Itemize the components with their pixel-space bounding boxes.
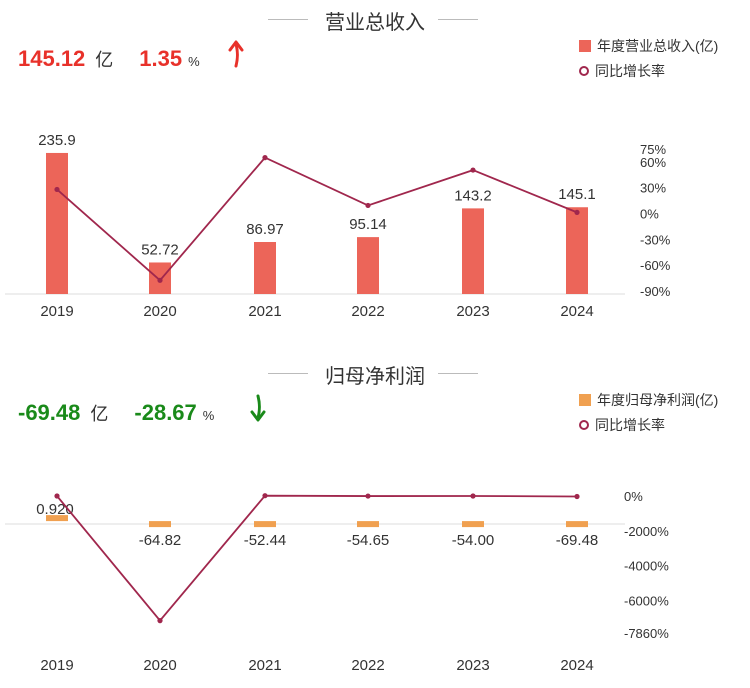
chart2-kpi-pct-sign: % [202,408,215,423]
chart1-right-tick: 75% [640,142,666,157]
chart2-x-tick: 2021 [248,657,281,674]
chart1-x-tick: 2020 [143,303,176,320]
chart2-title: 归母净利润 [325,366,425,388]
chart2-kpi-unit: 亿 [90,404,109,424]
chart1-growth-line [56,156,578,282]
chart1-bar [254,241,276,294]
chart2-growth-point [262,493,268,499]
up-arrow-icon [228,40,244,68]
chart2-growth-point [54,493,60,499]
chart2-growth-line [56,494,578,623]
chart1-right-tick: 60% [640,155,666,170]
chart2-legend-line[interactable]: 同比增长率 [579,415,665,435]
chart1-title-line-right [438,19,478,20]
chart1-growth-point [470,167,476,173]
chart1-kpi-pct-sign: % [188,54,200,69]
chart2-bar-label: -54.65 [347,532,390,549]
chart2-kpi: -69.48 亿 -28.67 % [18,400,214,426]
chart1-growth-point [574,209,580,215]
chart2-right-tick: -6000% [624,594,669,609]
chart1-kpi: 145.12 亿 1.35 % [18,46,200,72]
chart2-right-tick: -2000% [624,524,669,539]
chart1-x-tick: 2023 [456,303,489,320]
chart1-x-tick: 2019 [40,303,73,320]
chart2-bar-label: -64.82 [139,532,182,549]
chart1-bar [46,152,68,294]
chart1-x-tick: 2024 [560,303,593,320]
chart1-legend-bar[interactable]: 年度营业总收入(亿) [579,36,718,56]
chart2-bar [254,521,276,528]
chart2-growth-point [470,493,476,499]
chart2-right-tick: 0% [624,489,643,504]
chart1-growth-point [365,202,371,209]
chart2-x-tick: 2020 [143,657,176,674]
chart2-title-line-right [438,373,478,374]
chart1-kpi-pct: 1.35 [139,46,183,71]
chart1-x-tick: 2022 [351,303,384,320]
chart1-bar-label: 143.2 [454,187,492,204]
chart2-legend-bar[interactable]: 年度归母净利润(亿) [579,390,718,410]
chart2-legend-bar-label: 年度归母净利润(亿) [597,392,719,408]
chart2-bar [566,521,588,528]
chart1-right-tick: -30% [640,232,671,247]
chart2-bar [462,521,484,528]
chart2-bar [46,515,68,522]
chart2-growth-point [365,493,371,499]
legend-bar-swatch [579,394,591,406]
chart1-bar-label: 235.9 [38,132,76,149]
legend-bar-swatch [579,40,591,52]
chart1-growth-point [262,155,268,161]
chart1-bar-label: 52.72 [141,241,179,258]
chart2-x-tick: 2024 [560,657,593,674]
chart1-bar [357,237,379,294]
chart1-growth-point [157,277,163,283]
chart1-growth-point [54,186,60,193]
chart1-right-tick: -90% [640,284,671,299]
chart2-x-tick: 2022 [351,657,384,674]
chart2-bar [149,521,171,528]
chart1-legend-line[interactable]: 同比增长率 [579,61,665,81]
chart1-kpi-unit: 亿 [95,50,114,70]
chart2-legend-line-label: 同比增长率 [595,417,665,433]
legend-line-marker [579,66,589,76]
chart1-x-tick: 2021 [248,303,281,320]
chart2-bar-label: -69.48 [556,532,599,549]
chart1-right-tick: 0% [640,207,659,222]
chart2-kpi-pct: -28.67 [134,400,197,425]
chart2-kpi-value: -69.48 [18,400,81,425]
chart2-bar-label: -54.00 [452,532,495,549]
chart1-plot: 235.9 52.72 86.97 95.14 143.2 145.1 75%60% 30% 0… [5,132,671,320]
chart1-bar [462,208,484,294]
chart1-bar-label: 86.97 [246,221,284,238]
chart2-bar-label: -52.44 [244,532,287,549]
chart2-title-line-left [268,373,308,374]
chart1-legend-bar-label: 年度营业总收入(亿) [597,38,719,54]
chart2-x-tick: 2019 [40,657,73,674]
chart2-growth-point [157,618,163,624]
chart2-right-tick: -4000% [624,559,669,574]
chart2-right-tick: -7860% [624,626,669,641]
chart1-bar-label: 95.14 [349,216,387,233]
chart2-x-tick: 2023 [456,657,489,674]
chart1-bar-label: 145.1 [558,186,596,203]
chart2-growth-point [574,493,580,500]
chart1-title: 营业总收入 [325,12,425,34]
chart1-right-tick: -60% [640,258,671,273]
chart1-bar [566,207,588,294]
chart1-kpi-value: 145.12 [18,46,86,71]
down-arrow-icon [250,394,266,422]
chart2-bar [357,521,379,528]
legend-line-marker [579,420,589,430]
chart1-right-tick: 30% [640,181,666,196]
chart1-legend-line-label: 同比增长率 [595,63,665,79]
chart1-title-line-left [268,19,308,20]
